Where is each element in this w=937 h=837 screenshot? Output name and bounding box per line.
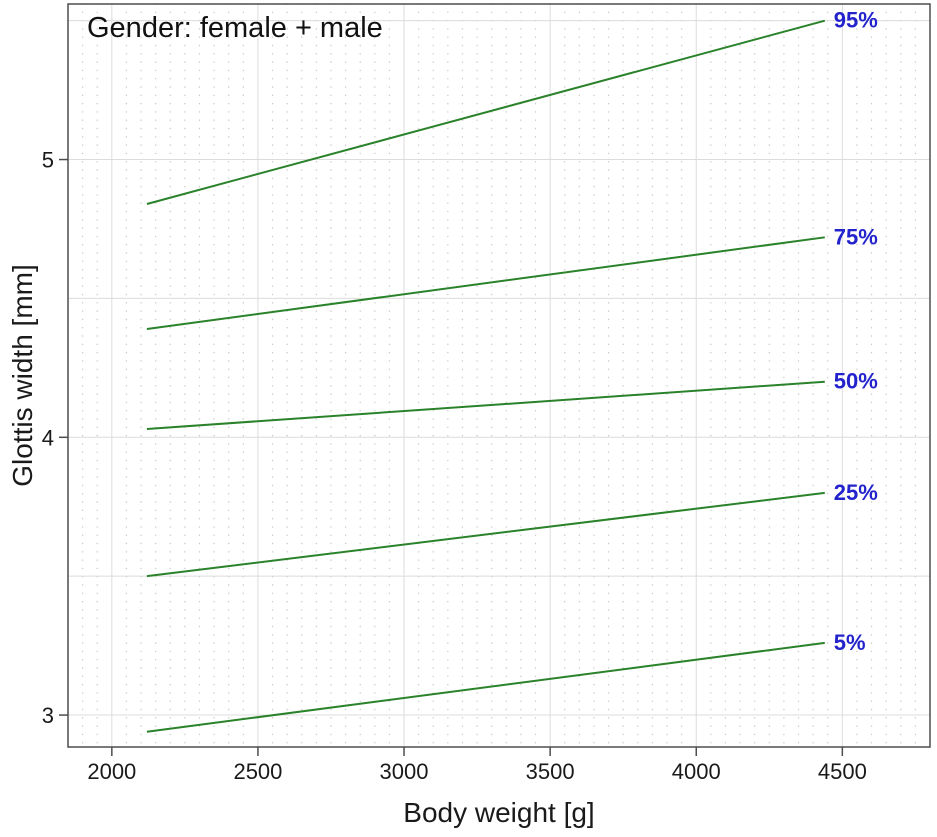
x-tick-label: 2000 (87, 759, 136, 784)
percentile-label-95: 95% (834, 8, 878, 33)
tick-labels: 2000 2500 3000 3500 4000 4500 3 4 5 (42, 148, 867, 784)
minor-gridlines (81, 3, 917, 748)
x-tick-label: 2500 (233, 759, 282, 784)
panel-title: Gender: female + male (87, 12, 383, 44)
percentile-label-25: 25% (834, 480, 878, 505)
axis-ticks (59, 158, 844, 756)
x-tick-label: 4000 (672, 759, 721, 784)
percentile-lines (146, 19, 826, 733)
y-tick-label: 5 (42, 148, 54, 173)
plot-panel-border (67, 3, 931, 748)
percentile-line-75 (146, 236, 825, 330)
percentile-line-25 (146, 491, 825, 578)
x-tick-label: 3000 (380, 759, 429, 784)
percentile-labels: 95% 75% 50% 25% 5% (834, 8, 878, 655)
x-axis-title: Body weight [g] (403, 797, 594, 828)
percentile-line-95 (146, 19, 826, 205)
y-tick-label: 4 (42, 425, 54, 450)
percentile-label-5: 5% (834, 630, 866, 655)
y-axis-title: Glottis width [mm] (7, 264, 38, 486)
x-tick-label: 4500 (818, 759, 867, 784)
percentile-label-75: 75% (834, 224, 878, 249)
percentile-line-5 (146, 641, 825, 733)
percentile-line-50 (146, 380, 825, 430)
y-tick-label: 3 (42, 703, 54, 728)
percentile-label-50: 50% (834, 369, 878, 394)
major-gridlines (68, 4, 930, 747)
x-tick-label: 3500 (526, 759, 575, 784)
